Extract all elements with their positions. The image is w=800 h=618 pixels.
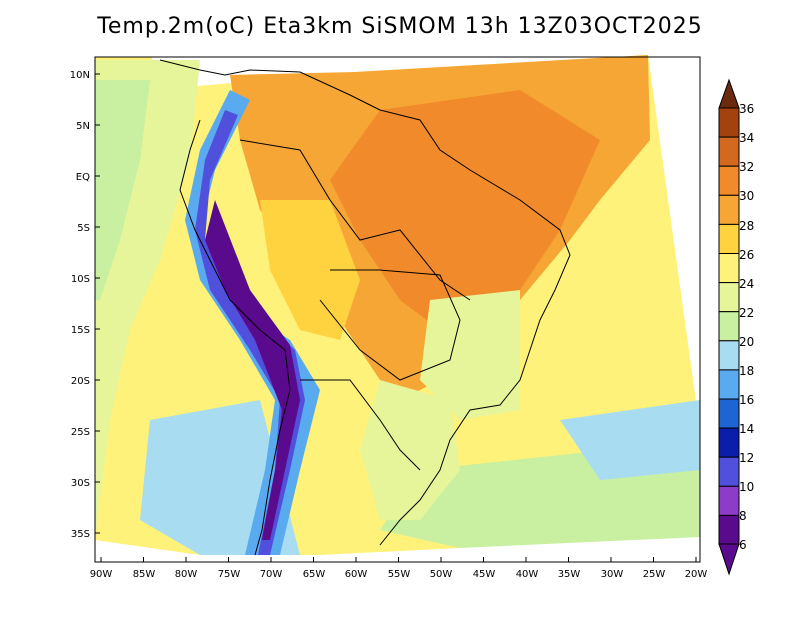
- lat-label: 20S: [71, 376, 90, 387]
- colorbar-swatch: [718, 282, 740, 313]
- lon-label: 35W: [558, 569, 581, 580]
- map-frame: [94, 56, 701, 563]
- lat-label: 10S: [71, 274, 90, 285]
- colorbar-label: 32: [739, 160, 754, 174]
- lat-label: 15S: [71, 325, 90, 336]
- lat-label: 30S: [71, 478, 90, 489]
- colorbar-swatch: [718, 223, 740, 254]
- lat-label: EQ: [76, 172, 90, 183]
- colorbar-label: 10: [739, 480, 754, 494]
- colorbar-swatch: [718, 136, 740, 167]
- lon-label: 55W: [388, 569, 411, 580]
- colorbar-swatch: [718, 253, 740, 284]
- colorbar-swatch: [718, 485, 740, 516]
- lon-label: 90W: [90, 569, 113, 580]
- triangle-up-icon: [718, 78, 740, 109]
- lon-label: 30W: [601, 569, 624, 580]
- colorbar-swatch: [718, 369, 740, 400]
- colorbar-swatch: [718, 398, 740, 429]
- colorbar: 36 34 32 30 28 26 24 22 20 18 16 14 12 1…: [718, 78, 754, 576]
- colorbar-label: 28: [739, 219, 754, 233]
- map-title: Temp.2m(oC) Eta3km SiSMOM 13h 13Z03OCT20…: [97, 14, 703, 39]
- lon-label: 50W: [430, 569, 453, 580]
- colorbar-swatch: [718, 427, 740, 458]
- lon-label: 80W: [175, 569, 198, 580]
- lat-label: 35S: [71, 529, 90, 540]
- lat-label: 5S: [77, 223, 90, 234]
- colorbar-label: 30: [739, 189, 754, 203]
- triangle-down-icon: [718, 543, 740, 576]
- map-field: [95, 55, 700, 555]
- lat-axis: 10N 5N EQ 5S 10S 15S 20S 25S 30S 35S: [70, 70, 100, 540]
- colorbar-label: 6: [739, 538, 747, 552]
- lon-label: 65W: [303, 569, 326, 580]
- lon-label: 45W: [473, 569, 496, 580]
- colorbar-label: 26: [739, 248, 754, 262]
- colorbar-swatch: [718, 514, 740, 546]
- coastlines: [159, 59, 571, 556]
- colorbar-swatch: [718, 165, 740, 196]
- colorbar-label: 24: [739, 277, 754, 291]
- lat-label: 10N: [70, 70, 90, 81]
- colorbar-label: 14: [739, 422, 754, 436]
- lon-label: 70W: [260, 569, 283, 580]
- colorbar-label: 8: [739, 509, 747, 523]
- colorbar-label: 36: [739, 102, 754, 116]
- lon-label: 60W: [345, 569, 368, 580]
- colorbar-swatch: [718, 456, 740, 487]
- colorbar-swatch: [718, 340, 740, 371]
- colorbar-label: 20: [739, 335, 754, 349]
- colorbar-swatch: [718, 194, 740, 225]
- colorbar-label: 18: [739, 364, 754, 378]
- colorbar-label: 16: [739, 393, 754, 407]
- lon-label: 85W: [133, 569, 156, 580]
- colorbar-swatch: [718, 311, 740, 342]
- colorbar-label: 34: [739, 131, 754, 145]
- colorbar-label: 22: [739, 306, 754, 320]
- lat-label: 25S: [71, 427, 90, 438]
- lon-axis: 90W 85W 80W 75W 70W 65W 60W 55W 50W 45W …: [90, 557, 708, 580]
- lon-label: 40W: [516, 569, 539, 580]
- lat-label: 5N: [76, 121, 90, 132]
- lon-label: 25W: [643, 569, 666, 580]
- lon-label: 75W: [218, 569, 241, 580]
- colorbar-swatch: [718, 107, 740, 138]
- colorbar-label: 12: [739, 451, 754, 465]
- lon-label: 20W: [685, 569, 708, 580]
